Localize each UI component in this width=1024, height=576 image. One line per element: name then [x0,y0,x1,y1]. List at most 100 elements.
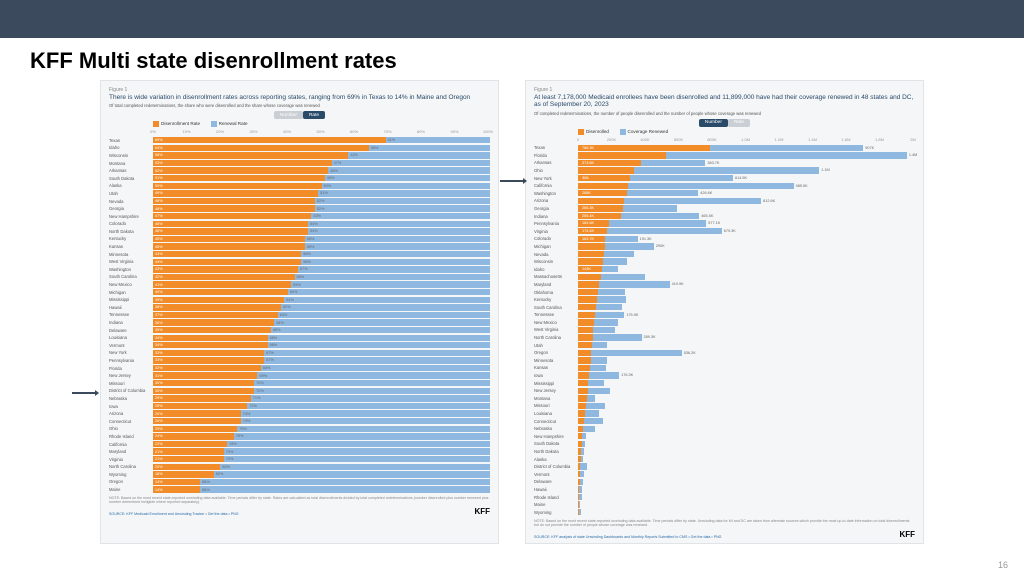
bar-row: Washington288K426.6K [534,190,915,198]
bar-row: New Jersey31%69% [109,372,490,380]
bar-row: Texas786.3K907K [534,144,915,152]
bar-row: Louisiana34%66% [109,334,490,342]
kff-logo-b: KFF [899,530,915,539]
topbar [0,0,1024,38]
bar-row: Connecticut26%74% [109,417,490,425]
chart-b-note: NOTE: Based on the most recent state-rep… [534,520,915,528]
chart-a-sub: Of total completed redeterminations, the… [109,103,490,108]
toggle-rate-b[interactable]: Rate [728,119,750,127]
bar-row: New Mexico [534,319,915,327]
bar-row: North Carolina289.3K [534,334,915,342]
bar-row: Vermont34%66% [109,342,490,350]
chart-a-note: NOTE: Based on the most recent state-rep… [109,497,490,505]
bar-row: New Mexico41%59% [109,281,490,289]
bar-row: Alaska50%50% [109,182,490,190]
bar-row: New York306.614.5K [534,174,915,182]
bar-row: Oregon536.2K [534,349,915,357]
bar-row: Connecticut [534,417,915,425]
bar-row: Florida1.4M [534,152,915,160]
bar-row: Missouri [534,402,915,410]
bar-row: Arizona26%74% [109,410,490,418]
chart-b-rows: Texas786.3K907KFlorida1.4MArkansas373.6K… [534,144,915,516]
toggle-number[interactable]: Number [274,111,303,119]
chart-b-toggle[interactable]: NumberRate [534,119,915,127]
bar-row: North Dakota [534,448,915,456]
bar-row: Idaho143K [534,265,915,273]
toggle-number-b[interactable]: Number [699,119,728,127]
bar-row: Mississippi [534,379,915,387]
bar-row: New Jersey [534,387,915,395]
bar-row: New York33%67% [109,349,490,357]
bar-row: Mississippi39%61% [109,296,490,304]
bar-row: Montana [534,395,915,403]
bar-row: Arkansas373.6K383.7K [534,159,915,167]
bar-row: California985.5K [534,182,915,190]
bar-row: Maine14%86% [109,486,490,494]
bar-row: Idaho64%36% [109,144,490,152]
bar-row: Alaska [534,455,915,463]
bar-row: Michigan40%60% [109,288,490,296]
swatch-blue-b [620,129,626,135]
bar-row: Indiana255.4K465.5K [534,212,915,220]
bar-row: West Virginia44%56% [109,258,490,266]
bar-row: Georgia48%52% [109,205,490,213]
bar-row: Nebraska29%71% [109,395,490,403]
bar-row: Rhode Island [534,493,915,501]
bar-row: Oregon14%86% [109,478,490,486]
chart-b-axis: 0200K400K600K800K1.0M1.2M1.4M1.6M1.8M2M [578,137,913,143]
bar-row: Kansas [534,364,915,372]
chart-b-src: SOURCE: KFF analysis of state Unwinding … [534,530,915,539]
bar-row: Washington43%57% [109,266,490,274]
bar-row: Maryland419.9K [534,281,915,289]
bar-row: Arkansas52%48% [109,167,490,175]
bar-row: Delaware [534,478,915,486]
bar-row: Iowa176.3K [534,372,915,380]
bar-row: Minnesota44%56% [109,250,490,258]
chart-b-legend: Disenrolled Coverage Renewed [578,129,915,135]
bar-row: New Hampshire [534,433,915,441]
bar-row: Hawaii [534,486,915,494]
bar-row: Utah [534,341,915,349]
chart-b-title: At least 7,178,000 Medicaid enrollees ha… [534,94,915,109]
bar-row: Wisconsin [534,258,915,266]
bar-row: Virginia21%79% [109,455,490,463]
fig-label-a: Figure 1 [109,87,490,93]
bar-row: Texas69%31% [109,136,490,144]
bar-row: Ohio1.1M [534,167,915,175]
chart-a-toggle[interactable]: NumberRate [109,111,490,119]
bar-row: Wyoming [534,508,915,516]
arrow-right [500,178,526,184]
chart-a-src: SOURCE: KFF Medicaid Enrollment and Unwi… [109,507,490,516]
bar-row: Massachusetts [534,273,915,281]
bar-row: Kentucky45%55% [109,235,490,243]
bar-row: California22%78% [109,440,490,448]
bar-row: Vermont [534,470,915,478]
bar-row: Virginia174.4K679.3K [534,227,915,235]
bar-row: Kentucky [534,296,915,304]
chart-a: Figure 1 There is wide variation in dise… [100,80,499,544]
bar-row: Maine [534,501,915,509]
bar-row: Georgia265.3K [534,205,915,213]
bar-row: Utah49%51% [109,190,490,198]
toggle-rate[interactable]: Rate [303,111,325,119]
swatch-orange-b [578,129,584,135]
bar-row: Wisconsin58%42% [109,152,490,160]
bar-row: New Hampshire47%53% [109,212,490,220]
bar-row: Kansas45%55% [109,243,490,251]
bar-row: Tennessee37%63% [109,311,490,319]
bar-row: South Dakota51%49% [109,174,490,182]
chart-a-rows: Texas69%31%Idaho64%36%Wisconsin58%42%Mon… [109,136,490,493]
bar-row: South Carolina42%58% [109,273,490,281]
bar-row: Arizona812.6K [534,197,915,205]
chart-b-sub: Of completed redeterminations, the numbe… [534,111,915,116]
bar-row: Iowa28%72% [109,402,490,410]
bar-row: South Dakota [534,440,915,448]
bar-row: Delaware35%65% [109,326,490,334]
chart-a-legend: Disenrollment Rate Renewal Rate [153,121,490,127]
bar-row: Montana53%47% [109,159,490,167]
bar-row: Tennessee175.9K [534,311,915,319]
bar-row: Pennsylvania33%67% [109,357,490,365]
bar-row: South Carolina [534,303,915,311]
page-title: KFF Multi state disenrollment rates [0,38,1024,80]
kff-logo: KFF [474,507,490,516]
